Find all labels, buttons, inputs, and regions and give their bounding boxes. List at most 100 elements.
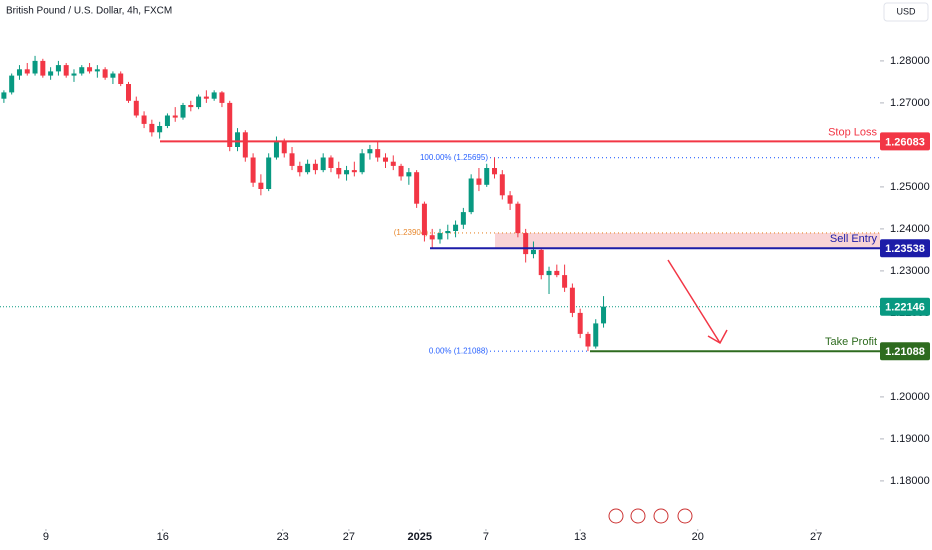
event-flags[interactable] <box>608 508 693 524</box>
arrow <box>667 259 728 345</box>
candle-body <box>499 174 505 196</box>
candle-body <box>562 275 568 288</box>
x-tick-label: 20 <box>692 531 704 543</box>
candle-body <box>1 92 7 99</box>
candle-body <box>367 149 373 154</box>
candle-body <box>523 233 529 255</box>
candle-body <box>398 165 404 177</box>
candle-body <box>235 132 241 147</box>
candle-body <box>157 126 163 133</box>
candle-body <box>125 84 131 101</box>
candle-body <box>79 67 85 74</box>
y-tick-label: 1.28000 <box>890 55 930 67</box>
flag[interactable] <box>608 508 624 524</box>
candle-body <box>530 249 536 255</box>
x-tick-label: 27 <box>810 531 822 543</box>
candle-body <box>336 168 342 175</box>
x-tick-label: 23 <box>277 531 289 543</box>
candle-body <box>250 157 256 183</box>
candle-body <box>211 92 217 99</box>
candle-body <box>196 96 202 108</box>
candle-body <box>359 153 365 173</box>
y-tick-label: 1.23000 <box>890 265 930 277</box>
flag[interactable] <box>653 508 669 524</box>
candle-body <box>375 149 381 158</box>
candle-body <box>63 65 69 76</box>
currency-box[interactable] <box>883 2 929 22</box>
candle-body <box>289 153 295 166</box>
candle-body <box>569 287 575 313</box>
candle-body <box>593 323 599 347</box>
candle-body <box>164 115 170 126</box>
candle-body <box>468 178 474 213</box>
y-tick-label: 1.24000 <box>890 223 930 235</box>
candle-body <box>180 105 186 118</box>
y-tick-label: 1.25000 <box>890 181 930 193</box>
x-tick-label: 7 <box>483 531 489 543</box>
candle-body <box>382 157 388 162</box>
candle-body <box>203 96 209 99</box>
price-tag-label: 1.23538 <box>885 243 925 255</box>
candles <box>1 55 607 352</box>
candle-body <box>453 224 459 231</box>
level-name: Stop Loss <box>828 126 877 138</box>
candle-body <box>515 203 521 234</box>
candle-body <box>16 69 22 76</box>
candle-body <box>344 170 350 175</box>
fib-label: 100.00% (1.25695) <box>420 153 488 162</box>
candle-body <box>538 249 544 276</box>
candle-body <box>460 212 466 225</box>
flag[interactable] <box>630 508 646 524</box>
candle-body <box>149 123 155 133</box>
candle-body <box>305 163 311 173</box>
candle-body <box>546 270 552 276</box>
candle-body <box>172 115 178 118</box>
candle-body <box>48 71 54 76</box>
price-tag-label: 1.22146 <box>885 302 925 314</box>
y-tick-label: 1.27000 <box>890 97 930 109</box>
candle-body <box>71 73 77 76</box>
currency[interactable]: USD <box>896 6 916 16</box>
y-tick-label: 1.18000 <box>890 475 930 487</box>
candle-body <box>118 73 124 84</box>
price-tag <box>880 239 930 258</box>
candle-body <box>554 270 560 276</box>
candle-body <box>437 233 443 240</box>
candle-body <box>328 157 334 168</box>
x-tick-label: 16 <box>157 531 169 543</box>
candle-body <box>297 165 303 173</box>
candle-body <box>188 105 194 108</box>
candle-body <box>445 231 451 234</box>
x-tick-label: 2025 <box>408 531 432 543</box>
candle-body <box>219 92 225 103</box>
candle-body <box>406 172 412 177</box>
candle-body <box>87 67 93 72</box>
candle-body <box>507 195 513 204</box>
flag[interactable] <box>677 508 693 524</box>
candle-body <box>273 140 279 158</box>
price-tag <box>880 342 930 361</box>
candle-body <box>484 168 490 185</box>
candle-body <box>102 69 108 78</box>
price-tag <box>880 132 930 151</box>
sell-zone <box>495 232 880 249</box>
level-name: Take Profit <box>825 336 877 348</box>
candle-body <box>351 170 357 173</box>
fib-label: (1.23904) <box>394 228 429 237</box>
candle-body <box>320 157 326 171</box>
candle-body <box>281 140 287 154</box>
arrow-head <box>707 329 728 345</box>
candle-body <box>242 132 248 158</box>
candle-body <box>94 69 100 72</box>
price-tag-label: 1.26083 <box>885 136 925 148</box>
candle-body <box>141 115 147 124</box>
candle-body <box>55 65 61 72</box>
x-tick-label: 9 <box>43 531 49 543</box>
x-tick-label: 27 <box>343 531 355 543</box>
y-tick-label: 1.19000 <box>890 433 930 445</box>
candle-body <box>266 157 272 189</box>
candle-body <box>24 69 30 74</box>
candle-body <box>492 168 498 175</box>
